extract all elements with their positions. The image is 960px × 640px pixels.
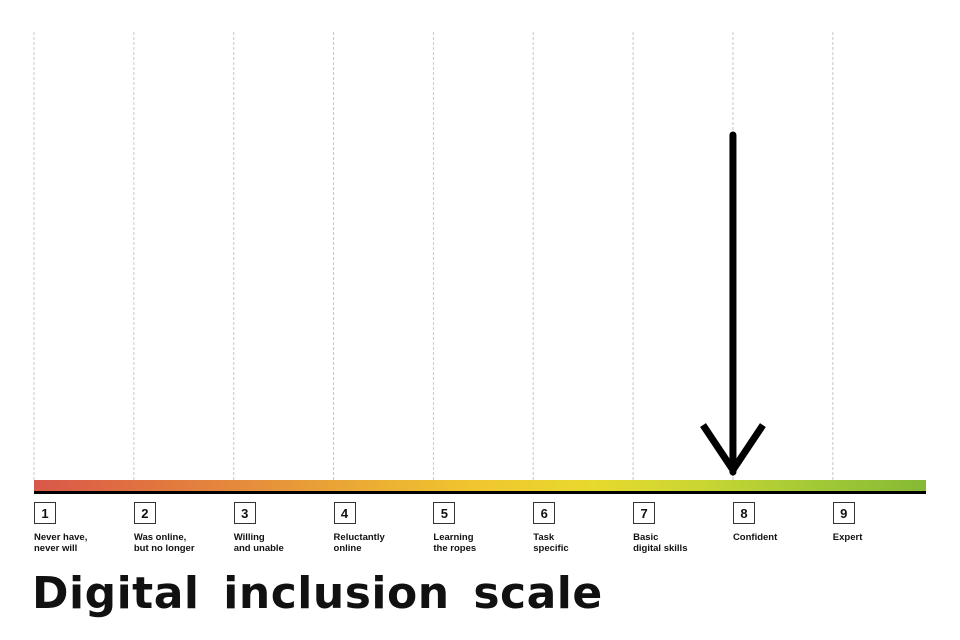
step-label: Learning the ropes xyxy=(433,532,477,554)
step-number-box: 5 xyxy=(433,502,456,524)
step-label: Expert xyxy=(832,532,863,543)
step-number-box: 1 xyxy=(34,502,56,524)
gridlines xyxy=(33,32,834,480)
arrow-down-icon xyxy=(700,131,766,477)
color-gradient-bar xyxy=(34,480,926,491)
step-number-box: 9 xyxy=(832,502,855,524)
scale-step-7: 7 Basic digital skills xyxy=(633,502,729,554)
step-label: Willing and unable xyxy=(233,532,284,554)
scale-step-6: 6 Task specific xyxy=(533,502,629,554)
scale-baseline xyxy=(34,491,926,494)
scale-step-9: 9 Expert xyxy=(832,502,929,544)
step-number-box: 4 xyxy=(333,502,356,524)
scale-step-1: 1 Never have, never will xyxy=(34,502,130,554)
step-label: Task specific xyxy=(533,532,569,554)
page-title: Digital inclusion scale xyxy=(32,568,603,619)
step-label: Reluctantly online xyxy=(333,532,385,554)
step-label: Basic digital skills xyxy=(633,532,688,554)
step-number-box: 6 xyxy=(533,502,556,524)
step-number-box: 7 xyxy=(633,502,656,524)
scale-step-4: 4 Reluctantly online xyxy=(333,502,430,554)
step-number-box: 2 xyxy=(133,502,156,524)
scale-step-3: 3 Willing and unable xyxy=(233,502,330,554)
step-label: Never have, never will xyxy=(34,532,88,554)
step-number-box: 8 xyxy=(732,502,755,524)
scale-step-5: 5 Learning the ropes xyxy=(433,502,529,554)
step-number-box: 3 xyxy=(233,502,256,524)
scale-step-8: 8 Confident xyxy=(732,502,829,544)
step-label: Was online, but no longer xyxy=(133,532,195,554)
scale-step-2: 2 Was online, but no longer xyxy=(133,502,230,554)
step-label: Confident xyxy=(732,532,778,543)
